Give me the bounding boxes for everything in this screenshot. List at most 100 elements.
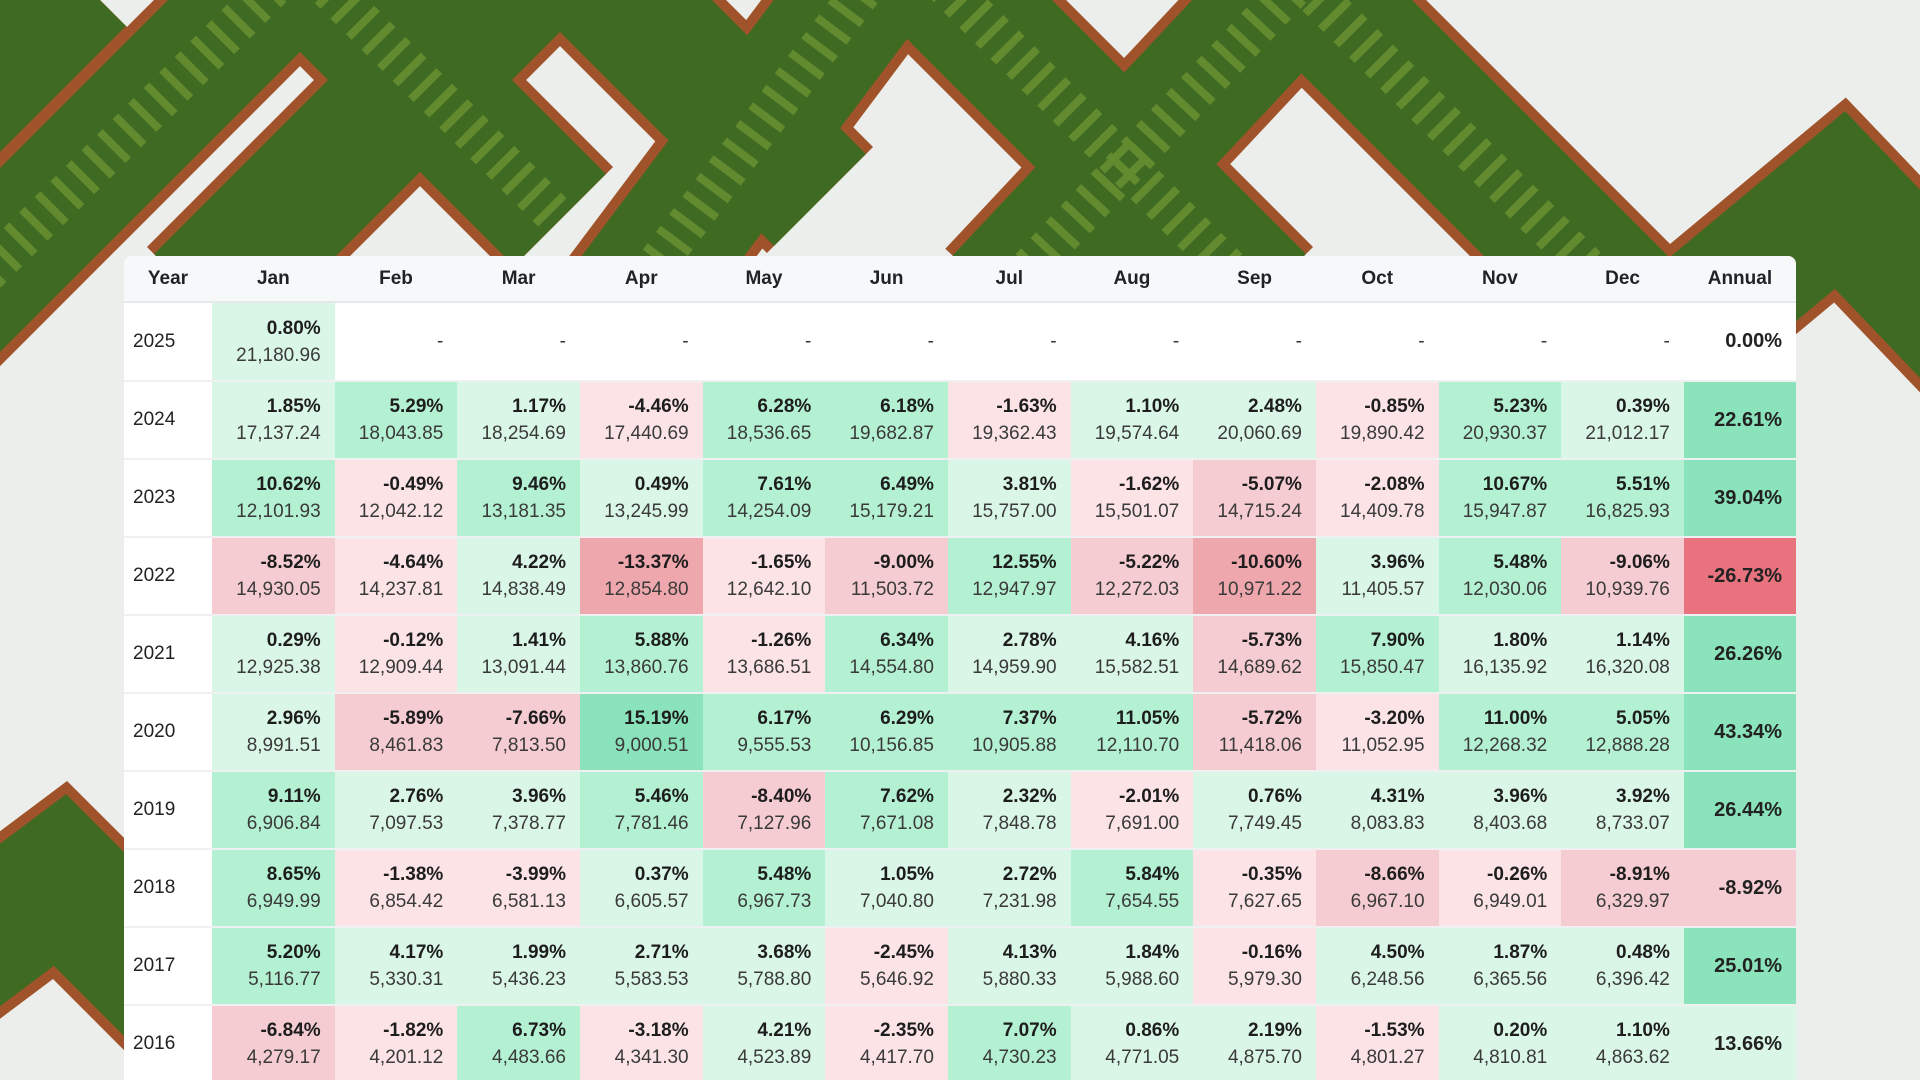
- column-header-year[interactable]: Year: [124, 256, 212, 303]
- month-return-cell: 1.41% 13,091.44: [457, 615, 580, 693]
- monthly-return-percent: -0.85%: [1364, 396, 1425, 417]
- portfolio-value: 11,052.95: [1341, 735, 1425, 756]
- column-header-may[interactable]: May: [702, 256, 826, 303]
- month-empty-cell: -: [1540, 330, 1548, 352]
- column-header-jun[interactable]: Jun: [825, 256, 948, 303]
- month-return-cell: 1.99% 5,436.23: [457, 927, 580, 1005]
- month-return-cell: 11.00% 12,268.32: [1438, 693, 1562, 771]
- portfolio-value: 4,341.30: [614, 1047, 689, 1068]
- portfolio-value: 16,825.93: [1585, 501, 1670, 522]
- monthly-return-percent: 3.92%: [1616, 786, 1670, 807]
- month-return-cell: 1.85% 17,137.24: [212, 381, 335, 459]
- monthly-return-percent: -8.52%: [260, 552, 321, 573]
- month-return-cell: -0.12% 12,909.44: [334, 615, 458, 693]
- portfolio-value: 15,501.07: [1094, 501, 1180, 522]
- monthly-return-percent: 0.37%: [634, 864, 689, 885]
- monthly-return-percent: -1.63%: [996, 396, 1057, 417]
- portfolio-value: 5,979.30: [1227, 969, 1302, 990]
- column-header-oct[interactable]: Oct: [1315, 256, 1439, 303]
- column-header-aug[interactable]: Aug: [1070, 256, 1194, 303]
- month-return-cell: 5.20% 5,116.77: [212, 927, 335, 1005]
- year-cell: 2016: [124, 1005, 212, 1080]
- month-return-cell: -8.52% 14,930.05: [212, 537, 335, 615]
- month-return-cell: -1.63% 19,362.43: [947, 381, 1071, 459]
- portfolio-value: 7,848.78: [982, 813, 1057, 834]
- month-return-cell: 6.18% 19,682.87: [825, 381, 948, 459]
- monthly-return-percent: -9.06%: [1609, 552, 1670, 573]
- portfolio-value: 11,503.72: [850, 579, 934, 600]
- portfolio-value: 13,091.44: [481, 657, 566, 678]
- portfolio-value: 15,850.47: [1340, 657, 1425, 678]
- portfolio-value: 6,906.84: [246, 813, 321, 834]
- column-header-nov[interactable]: Nov: [1438, 256, 1562, 303]
- monthly-return-percent: -2.45%: [873, 942, 934, 963]
- month-return-cell: 5.46% 7,781.46: [579, 771, 703, 849]
- monthly-return-percent: 5.46%: [634, 786, 689, 807]
- monthly-return-percent: -9.00%: [873, 552, 934, 573]
- monthly-return-percent: 4.17%: [389, 942, 444, 963]
- monthly-return-percent: -4.46%: [628, 396, 689, 417]
- year-cell: 2022: [124, 537, 212, 615]
- month-return-cell: 1.10% 19,574.64: [1070, 381, 1194, 459]
- monthly-return-percent: 5.29%: [389, 396, 444, 417]
- month-return-cell: -13.37% 12,854.80: [579, 537, 703, 615]
- portfolio-value: 13,245.99: [604, 501, 689, 522]
- month-return-cell: -0.49% 12,042.12: [334, 459, 458, 537]
- portfolio-value: 4,417.70: [859, 1047, 934, 1068]
- monthly-return-percent: 1.41%: [512, 630, 566, 651]
- column-header-apr[interactable]: Apr: [579, 256, 703, 303]
- month-return-cell: 6.34% 14,554.80: [825, 615, 948, 693]
- column-header-jul[interactable]: Jul: [947, 256, 1071, 303]
- month-return-cell: 3.81% 15,757.00: [947, 459, 1071, 537]
- monthly-return-percent: -1.53%: [1364, 1020, 1425, 1041]
- portfolio-value: 8,461.83: [369, 735, 444, 756]
- portfolio-value: 15,179.21: [849, 501, 934, 522]
- monthly-return-percent: -5.89%: [383, 708, 444, 729]
- portfolio-value: 5,646.92: [859, 969, 934, 990]
- monthly-return-percent: -8.40%: [751, 786, 812, 807]
- portfolio-value: 13,860.76: [604, 657, 689, 678]
- month-empty-cell: -: [559, 330, 566, 352]
- column-header-dec[interactable]: Dec: [1561, 256, 1684, 303]
- monthly-return-percent: 10.62%: [256, 474, 321, 495]
- month-return-cell: 7.62% 7,671.08: [825, 771, 948, 849]
- portfolio-value: 6,949.01: [1473, 891, 1548, 912]
- month-return-cell: 3.96% 7,378.77: [457, 771, 580, 849]
- month-return-cell: -10.60% 10,971.22: [1193, 537, 1316, 615]
- portfolio-value: 18,254.69: [481, 423, 566, 444]
- monthly-return-percent: -3.99%: [505, 864, 566, 885]
- monthly-return-percent: -8.66%: [1364, 864, 1425, 885]
- month-return-cell: 3.92% 8,733.07: [1561, 771, 1684, 849]
- portfolio-value: 11,405.57: [1341, 579, 1425, 600]
- portfolio-value: 7,378.77: [492, 813, 566, 834]
- month-return-cell: -3.20% 11,052.95: [1315, 693, 1439, 771]
- monthly-return-percent: 8.65%: [266, 864, 321, 885]
- portfolio-value: 15,582.51: [1094, 657, 1180, 678]
- month-return-cell: -3.18% 4,341.30: [579, 1005, 703, 1080]
- portfolio-value: 12,042.12: [358, 501, 444, 522]
- monthly-return-percent: 0.48%: [1616, 942, 1670, 963]
- portfolio-value: 7,671.08: [859, 813, 934, 834]
- annual-return-cell: 43.34%: [1683, 693, 1796, 771]
- column-header-feb[interactable]: Feb: [334, 256, 458, 303]
- portfolio-value: 12,925.38: [236, 657, 321, 678]
- month-return-cell: 0.49% 13,245.99: [579, 459, 703, 537]
- monthly-return-percent: 0.49%: [634, 474, 689, 495]
- column-header-jan[interactable]: Jan: [212, 256, 335, 303]
- portfolio-value: 14,930.05: [236, 579, 321, 600]
- monthly-return-percent: -4.64%: [383, 552, 444, 573]
- month-return-cell: -0.16% 5,979.30: [1193, 927, 1316, 1005]
- monthly-returns-table: Year Jan Feb Mar Apr May Jun Jul Aug Sep Oct Nov Dec…: [124, 256, 1796, 1080]
- monthly-return-percent: 1.99%: [512, 942, 566, 963]
- column-header-mar[interactable]: Mar: [457, 256, 580, 303]
- month-return-cell: 2.72% 7,231.98: [947, 849, 1071, 927]
- column-header-sep[interactable]: Sep: [1193, 256, 1316, 303]
- month-return-cell: -2.45% 5,646.92: [825, 927, 948, 1005]
- month-return-cell: 1.87% 6,365.56: [1438, 927, 1562, 1005]
- portfolio-value: 7,654.55: [1105, 891, 1180, 912]
- portfolio-value: 12,947.97: [972, 579, 1057, 600]
- month-return-cell: -1.53% 4,801.27: [1315, 1005, 1439, 1080]
- monthly-return-percent: 11.05%: [1115, 708, 1180, 729]
- column-header-annual[interactable]: Annual: [1683, 256, 1796, 303]
- month-return-cell: -5.72% 11,418.06: [1193, 693, 1316, 771]
